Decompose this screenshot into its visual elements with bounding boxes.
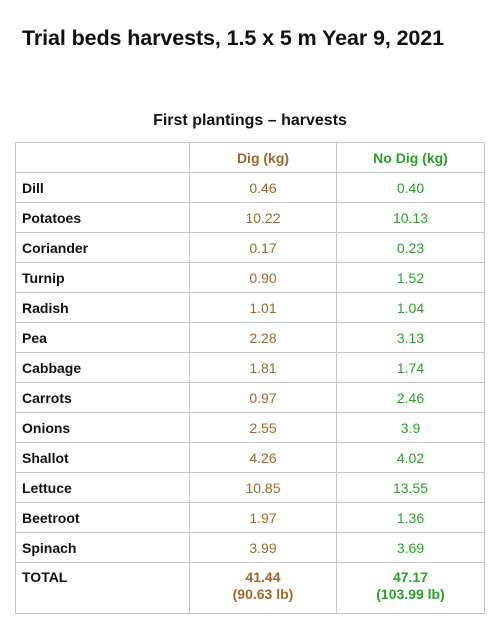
table-row: Shallot 4.26 4.02 [15, 442, 485, 473]
dig-value: 2.28 [189, 322, 337, 353]
no-dig-value: 4.02 [336, 442, 485, 473]
crop-name: Cabbage [15, 352, 190, 383]
total-dig-kg: 41.44 [245, 569, 281, 585]
crop-name: Beetroot [15, 502, 190, 533]
header-crop [15, 142, 190, 173]
table-row: Spinach 3.99 3.69 [15, 532, 485, 563]
crop-name: Coriander [15, 232, 190, 263]
total-no-dig-kg: 47.17 [392, 569, 429, 585]
no-dig-value: 3.13 [336, 322, 485, 353]
dig-value: 1.01 [189, 292, 337, 323]
dig-value: 0.46 [189, 172, 337, 203]
dig-value: 0.17 [189, 232, 337, 263]
table-row: Lettuce 10.85 13.55 [15, 472, 485, 503]
table-row: Turnip 0.90 1.52 [15, 262, 485, 293]
dig-value: 10.22 [189, 202, 337, 233]
header-row: Dig (kg) No Dig (kg) [15, 142, 485, 173]
no-dig-value: 3.69 [336, 532, 485, 563]
crop-name: Lettuce [15, 472, 190, 503]
no-dig-value: 1.74 [336, 352, 485, 383]
header-dig: Dig (kg) [189, 142, 337, 173]
dig-value: 1.81 [189, 352, 337, 383]
crop-name: Shallot [15, 442, 190, 473]
dig-value: 3.99 [189, 532, 337, 563]
crop-name: Pea [15, 322, 190, 353]
header-no-dig: No Dig (kg) [336, 142, 485, 173]
no-dig-value: 2.46 [336, 382, 485, 413]
table-row: Beetroot 1.97 1.36 [15, 502, 485, 533]
dig-value: 1.97 [189, 502, 337, 533]
table-row: Dill 0.46 0.40 [15, 172, 485, 203]
table-row: Pea 2.28 3.13 [15, 322, 485, 353]
total-no-dig: 47.17 (103.99 lb) [336, 562, 485, 614]
dig-value: 10.85 [189, 472, 337, 503]
table-row: Carrots 0.97 2.46 [15, 382, 485, 413]
no-dig-value: 1.36 [336, 502, 485, 533]
no-dig-value: 13.55 [336, 472, 485, 503]
dig-value: 0.90 [189, 262, 337, 293]
dig-value: 0.97 [189, 382, 337, 413]
crop-name: Potatoes [15, 202, 190, 233]
crop-name: Radish [15, 292, 190, 323]
no-dig-value: 1.04 [336, 292, 485, 323]
page-title: Trial beds harvests, 1.5 x 5 m Year 9, 2… [22, 26, 445, 50]
total-label: TOTAL [15, 562, 190, 614]
total-no-dig-lb: (103.99 lb) [376, 586, 445, 602]
total-row: TOTAL 41.44 (90.63 lb) 47.17 (103.99 lb) [15, 562, 485, 614]
no-dig-value: 1.52 [336, 262, 485, 293]
crop-name: Dill [15, 172, 190, 203]
table-row: Potatoes 10.22 10.13 [15, 202, 485, 233]
harvest-table: Dig (kg) No Dig (kg) Dill 0.46 0.40 Pota… [15, 142, 485, 614]
no-dig-value: 0.23 [336, 232, 485, 263]
no-dig-value: 3.9 [336, 412, 485, 443]
table-row: Radish 1.01 1.04 [15, 292, 485, 323]
no-dig-value: 10.13 [336, 202, 485, 233]
no-dig-value: 0.40 [336, 172, 485, 203]
crop-name: Carrots [15, 382, 190, 413]
crop-name: Onions [15, 412, 190, 443]
crop-name: Spinach [15, 532, 190, 563]
total-dig: 41.44 (90.63 lb) [189, 562, 337, 614]
table-row: Onions 2.55 3.9 [15, 412, 485, 443]
total-dig-lb: (90.63 lb) [232, 586, 294, 602]
table-row: Coriander 0.17 0.23 [15, 232, 485, 263]
crop-name: Turnip [15, 262, 190, 293]
dig-value: 2.55 [189, 412, 337, 443]
dig-value: 4.26 [189, 442, 337, 473]
table-row: Cabbage 1.81 1.74 [15, 352, 485, 383]
table-title: First plantings – harvests [153, 112, 347, 129]
